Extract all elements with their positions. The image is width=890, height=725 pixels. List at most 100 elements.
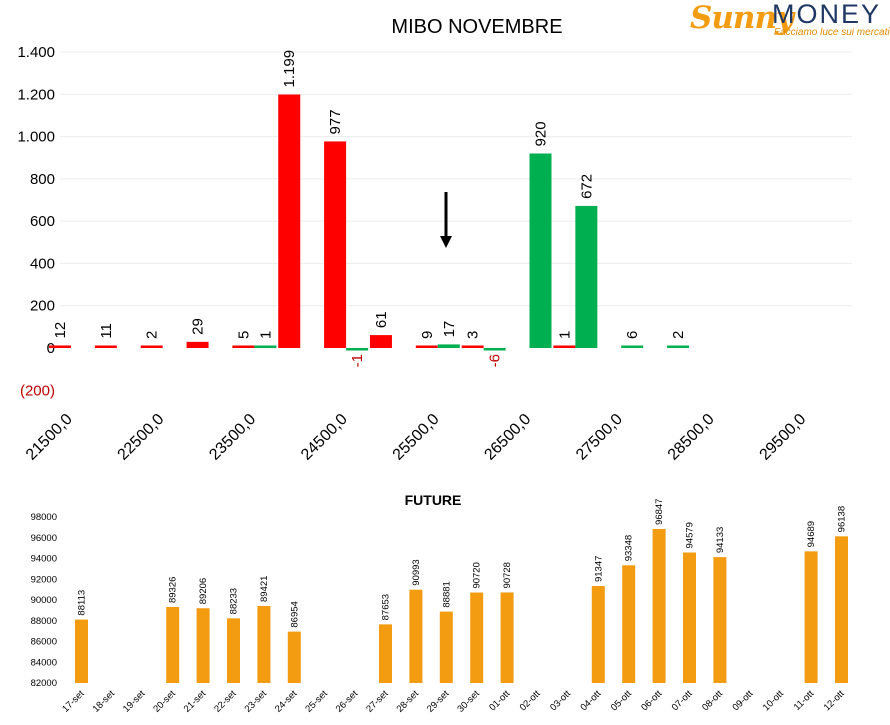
y-tick-label: 90000 <box>31 595 57 606</box>
bar-red-23000 <box>186 341 209 348</box>
future-data-label: 89326 <box>168 577 179 603</box>
bar-green-27500 <box>621 345 644 348</box>
data-label: 11 <box>98 323 115 339</box>
x-tick-label: 10-ott <box>761 688 786 713</box>
chart-title: MIBO NOVEMBRE <box>391 16 562 38</box>
y-tick-label: 94000 <box>31 554 57 565</box>
x-tick-label: 07-ott <box>670 688 695 713</box>
bar-green-25500 <box>437 344 460 348</box>
future-data-label: 91347 <box>593 556 604 582</box>
future-data-label: 86954 <box>289 601 300 627</box>
data-label: 17 <box>441 321 458 338</box>
future-bar-20-set <box>166 606 180 683</box>
x-tick-label: 02-ott <box>518 688 543 713</box>
data-label: 9 <box>419 331 436 339</box>
y-tick-label: 98000 <box>31 512 57 523</box>
x-tick-label: 22-set <box>212 688 239 715</box>
bar-green-24500 <box>346 348 369 351</box>
future-data-label: 93348 <box>624 535 635 561</box>
future-bar-05-ott <box>622 565 636 683</box>
future-data-label: 89206 <box>198 578 209 604</box>
x-tick-label: 08-ott <box>700 688 725 713</box>
future-bar-21-set <box>196 608 210 683</box>
future-data-label: 88233 <box>229 588 240 614</box>
x-tick-label: 17-set <box>60 688 87 715</box>
future-bar-12-ott <box>835 536 848 683</box>
future-bar-22-set <box>227 618 240 683</box>
logo-money-text: MONEY <box>772 0 882 29</box>
bar-red-27000 <box>553 345 576 348</box>
x-tick-label: 04-ott <box>578 688 603 713</box>
x-tick-label: 21-set <box>182 688 209 715</box>
future-data-label: 89421 <box>259 576 270 602</box>
y-tick-label: 400 <box>30 255 55 272</box>
x-tick-label: 27-set <box>364 688 391 715</box>
bar-green-26000 <box>483 348 506 351</box>
x-tick-label: 19-set <box>121 688 148 715</box>
future-bar-28-set <box>409 589 423 683</box>
data-label: 920 <box>533 121 550 146</box>
future-bar-27-set <box>379 624 392 683</box>
future-data-label: 90728 <box>502 562 513 588</box>
data-label: 1.199 <box>281 50 298 88</box>
future-bar-17-set <box>75 619 88 683</box>
x-tick-label: 12-ott <box>822 688 847 713</box>
y-tick-label: 1.000 <box>17 129 55 146</box>
sunny-money-logo: Sunny MONEY Facciamo luce sui mercati <box>688 0 890 40</box>
y-tick-label: 92000 <box>31 574 57 585</box>
bar-green-27000 <box>575 205 598 348</box>
future-data-label: 96847 <box>654 499 665 525</box>
x-tick-label: 28-set <box>395 688 422 715</box>
x-tick-label: 18-set <box>91 688 118 715</box>
y-tick-label: 82000 <box>31 678 57 689</box>
mibo-chart: MIBO NOVEMBRE 1.400 1.200 1.000 800 600 400 200… <box>17 16 852 464</box>
data-label: 672 <box>578 174 595 199</box>
bar-green-26500 <box>529 153 552 348</box>
data-label-negative: -1 <box>349 354 366 367</box>
bar-red-26000 <box>461 345 484 348</box>
y-tick-label: 600 <box>30 213 55 230</box>
y-tick-label: 96000 <box>31 533 57 544</box>
data-label: 2 <box>670 331 687 339</box>
future-data-label: 88113 <box>77 590 88 616</box>
future-bar-07-ott <box>683 552 696 683</box>
data-label: 3 <box>465 331 482 339</box>
bar-red-24500 <box>324 141 347 348</box>
future-bar-24-set <box>287 631 301 683</box>
data-label: 61 <box>373 311 390 328</box>
y-tick-label: 800 <box>30 171 55 188</box>
future-bar-08-ott <box>713 557 727 683</box>
bar-green-23500 <box>254 345 277 348</box>
x-tick-label: 09-ott <box>730 688 755 713</box>
future-bar-01-ott <box>500 592 514 683</box>
x-tick-label: 30-set <box>455 688 482 715</box>
x-tick-label: 05-ott <box>609 688 634 713</box>
future-bar-11-ott <box>804 551 818 683</box>
future-bar-29-set <box>439 611 453 683</box>
x-tick-label: 20-set <box>151 688 178 715</box>
bar-red-25500 <box>415 345 438 348</box>
bar-red-21500 <box>49 345 71 348</box>
future-bar-23-set <box>257 606 271 683</box>
future-data-label: 87653 <box>381 594 392 620</box>
data-label: 29 <box>190 318 207 335</box>
future-data-label: 94579 <box>685 522 696 548</box>
x-tick-label: 03-ott <box>548 688 573 713</box>
y-tick-label: 1.200 <box>17 86 55 103</box>
future-data-label: 88881 <box>441 581 452 607</box>
future-bar-30-set <box>470 592 484 683</box>
y-tick-label: 86000 <box>31 637 57 648</box>
data-label: 1 <box>556 331 573 339</box>
data-label-negative: -6 <box>487 354 504 367</box>
y-tick-label: (200) <box>20 382 55 399</box>
bar-red-23500 <box>232 345 255 348</box>
x-tick-label: 25-set <box>303 688 330 715</box>
future-data-label: 96138 <box>837 506 848 532</box>
future-title: FUTURE <box>405 492 462 508</box>
data-label: 1 <box>257 331 274 339</box>
x-tick-label: 06-ott <box>639 688 664 713</box>
bar-red-25000 <box>369 335 392 348</box>
x-tick-label: 29-set <box>425 688 452 715</box>
y-tick-label: 1.400 <box>17 44 55 61</box>
